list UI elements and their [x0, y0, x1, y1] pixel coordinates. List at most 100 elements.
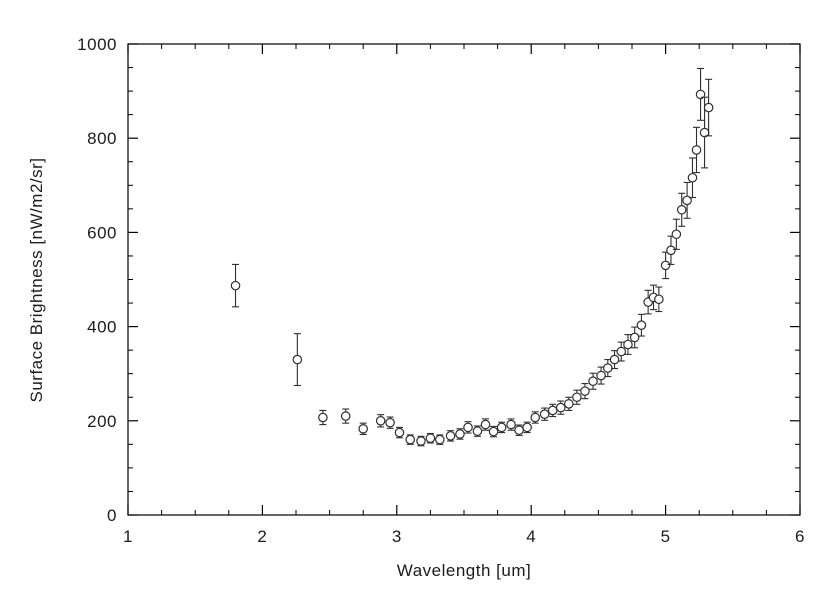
marker-open-circle-icon	[687, 172, 698, 183]
data-point	[230, 263, 241, 308]
marker-open-circle-icon	[682, 195, 692, 206]
data-point	[463, 421, 473, 434]
marker-open-circle-icon	[394, 427, 405, 438]
marker-open-circle-icon	[596, 370, 606, 381]
marker-open-circle-icon	[488, 426, 499, 437]
marker-open-circle-icon	[425, 433, 436, 444]
marker-open-circle-icon	[666, 245, 676, 256]
marker-open-circle-icon	[455, 429, 465, 439]
data-point	[695, 67, 706, 121]
marker-open-circle-icon	[340, 411, 351, 421]
marker-open-circle-icon	[616, 346, 627, 357]
chart-dynamic-layer: 1 2 3 4 5 6 0 200 400 600 800 1000	[77, 35, 805, 546]
marker-open-circle-icon	[230, 280, 241, 291]
marker-open-circle-icon	[318, 412, 328, 423]
data-point	[572, 389, 582, 405]
marker-open-circle-icon	[547, 405, 558, 416]
x-axis-label: Wavelength [um]	[397, 561, 531, 580]
data-point	[385, 416, 395, 429]
marker-open-circle-icon	[609, 354, 620, 365]
marker-open-circle-icon	[358, 424, 368, 434]
marker-open-circle-icon	[703, 102, 714, 113]
data-point	[616, 341, 627, 362]
data-point	[480, 418, 491, 431]
data-point	[496, 421, 507, 434]
data-point	[555, 400, 566, 415]
marker-open-circle-icon	[435, 434, 445, 445]
marker-open-circle-icon	[530, 412, 541, 423]
data-point	[682, 181, 692, 219]
marker-open-circle-icon	[629, 332, 640, 343]
data-point	[445, 430, 456, 442]
data-point	[687, 157, 698, 199]
marker-open-circle-icon	[463, 422, 473, 433]
marker-open-circle-icon	[385, 417, 395, 428]
data-point	[564, 396, 574, 411]
data-point	[358, 422, 368, 436]
x-tick-label: 4	[526, 527, 536, 546]
marker-open-circle-icon	[539, 409, 550, 420]
marker-open-circle-icon	[555, 402, 566, 413]
marker-open-circle-icon	[480, 419, 491, 430]
data-point	[340, 408, 351, 424]
y-tick-label: 800	[87, 129, 117, 148]
data-point	[580, 383, 590, 400]
y-axis-label: Surface Brightness [nW/m2/sr]	[27, 157, 46, 402]
marker-open-circle-icon	[636, 320, 647, 330]
x-tick-label: 1	[123, 527, 133, 546]
data-point	[539, 407, 550, 421]
data-point	[506, 418, 516, 431]
x-tick-label: 6	[795, 527, 805, 546]
data-point	[666, 235, 676, 265]
data-point	[623, 334, 633, 355]
marker-open-circle-icon	[572, 392, 582, 403]
x-tick-label: 2	[257, 527, 267, 546]
data-point	[425, 432, 436, 444]
data-point	[375, 414, 386, 428]
data-point	[588, 372, 598, 390]
marker-open-circle-icon	[660, 260, 671, 271]
marker-open-circle-icon	[506, 419, 516, 430]
data-point	[292, 333, 303, 387]
data-point	[394, 426, 405, 439]
y-tick-label: 400	[87, 318, 117, 337]
data-point	[596, 366, 606, 385]
marker-open-circle-icon	[514, 425, 524, 436]
data-point	[522, 421, 532, 434]
marker-open-circle-icon	[671, 229, 682, 240]
data-point	[609, 350, 620, 370]
marker-open-circle-icon	[676, 204, 687, 215]
data-point	[547, 403, 558, 418]
data-point	[603, 359, 613, 378]
marker-open-circle-icon	[472, 426, 483, 436]
marker-open-circle-icon	[691, 145, 702, 155]
marker-open-circle-icon	[580, 386, 590, 396]
data-point	[654, 286, 664, 313]
data-point	[530, 411, 541, 424]
data-point	[691, 126, 702, 174]
marker-open-circle-icon	[496, 422, 507, 433]
data-point	[472, 425, 483, 437]
plot-frame	[127, 43, 801, 516]
marker-open-circle-icon	[416, 436, 426, 446]
marker-open-circle-icon	[445, 431, 456, 441]
y-tick-label: 200	[87, 412, 117, 431]
marker-open-circle-icon	[588, 376, 598, 387]
data-point	[435, 434, 445, 445]
y-tick-label: 600	[87, 223, 117, 242]
data-point	[629, 326, 640, 349]
data-point	[318, 409, 328, 426]
data-point	[488, 425, 499, 438]
x-tick-label: 3	[392, 527, 402, 546]
x-tick-label: 5	[661, 527, 671, 546]
y-tick-label: 0	[107, 506, 117, 525]
marker-open-circle-icon	[564, 399, 574, 409]
marker-open-circle-icon	[405, 434, 416, 445]
marker-open-circle-icon	[292, 354, 303, 365]
marker-open-circle-icon	[623, 339, 633, 350]
data-point	[703, 78, 714, 137]
data-point	[660, 251, 671, 280]
y-tick-label: 1000	[77, 35, 117, 54]
